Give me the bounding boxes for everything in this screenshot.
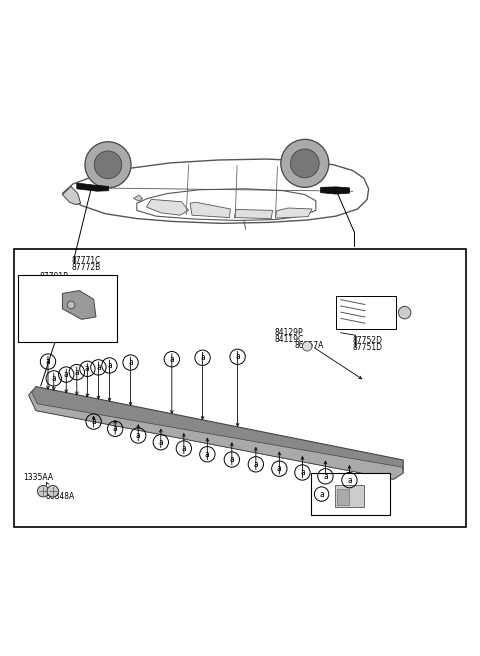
- Bar: [335, 485, 364, 506]
- Text: 1243HZ: 1243HZ: [23, 315, 53, 324]
- Text: a: a: [85, 364, 90, 373]
- Text: 1335AA: 1335AA: [23, 473, 53, 482]
- Bar: [14, 249, 466, 527]
- Text: a: a: [300, 468, 305, 477]
- Text: a: a: [113, 424, 118, 434]
- Text: 14160: 14160: [371, 312, 395, 321]
- Text: 87751D: 87751D: [353, 342, 383, 352]
- Polygon shape: [62, 291, 96, 319]
- Polygon shape: [133, 195, 143, 201]
- Text: a: a: [128, 358, 133, 367]
- Polygon shape: [62, 186, 81, 205]
- Text: a: a: [277, 464, 282, 473]
- Text: 84119C: 84119C: [275, 335, 304, 344]
- Text: a: a: [136, 431, 141, 440]
- Bar: [18, 276, 117, 342]
- Text: 87701B: 87701B: [39, 272, 69, 281]
- Text: a: a: [229, 455, 234, 464]
- Text: 87756J: 87756J: [336, 491, 367, 499]
- Text: a: a: [107, 361, 112, 370]
- Polygon shape: [29, 392, 403, 479]
- Circle shape: [94, 151, 122, 178]
- Text: 87771C: 87771C: [71, 256, 100, 265]
- Text: a: a: [158, 438, 163, 447]
- Polygon shape: [62, 159, 369, 223]
- Bar: [337, 489, 349, 504]
- Text: 84129P: 84129P: [275, 328, 303, 337]
- Polygon shape: [146, 199, 189, 215]
- Text: 86848A: 86848A: [46, 493, 75, 501]
- Circle shape: [47, 485, 59, 497]
- Text: a: a: [205, 450, 210, 459]
- Circle shape: [281, 139, 329, 188]
- Bar: [336, 297, 396, 329]
- Text: a: a: [46, 357, 50, 366]
- Circle shape: [398, 306, 411, 319]
- Text: a: a: [91, 417, 96, 426]
- Polygon shape: [276, 208, 312, 218]
- Text: a: a: [323, 472, 328, 481]
- Text: a: a: [64, 370, 69, 379]
- Bar: [311, 473, 390, 515]
- Polygon shape: [137, 189, 316, 220]
- Text: 87211F: 87211F: [353, 318, 381, 326]
- Polygon shape: [29, 386, 403, 479]
- Circle shape: [85, 142, 131, 188]
- Text: a: a: [253, 460, 258, 469]
- Text: 87772B: 87772B: [71, 263, 100, 272]
- Text: a: a: [181, 444, 186, 453]
- Text: a: a: [96, 363, 101, 372]
- Polygon shape: [77, 183, 108, 191]
- Polygon shape: [234, 209, 273, 218]
- Text: a: a: [235, 352, 240, 361]
- Text: a: a: [347, 476, 352, 485]
- Text: a: a: [74, 367, 79, 377]
- Circle shape: [37, 485, 49, 497]
- Circle shape: [302, 341, 312, 351]
- Text: a: a: [51, 374, 56, 383]
- Text: 87211E: 87211E: [353, 323, 382, 333]
- Circle shape: [290, 149, 319, 178]
- Text: a: a: [319, 489, 324, 499]
- Text: 87752D: 87752D: [353, 337, 383, 346]
- Text: a: a: [169, 355, 174, 363]
- Polygon shape: [190, 202, 230, 218]
- Polygon shape: [321, 187, 349, 194]
- Circle shape: [67, 301, 75, 309]
- Text: 86157A: 86157A: [295, 340, 324, 350]
- Text: a: a: [200, 354, 205, 362]
